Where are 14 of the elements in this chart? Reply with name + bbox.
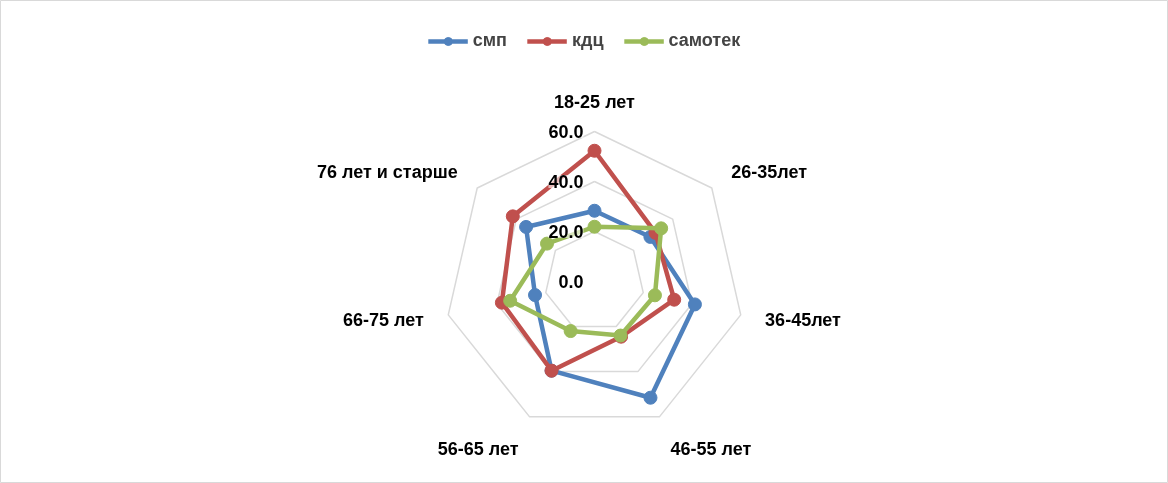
legend-label: смп bbox=[472, 30, 507, 51]
y-tick-label: 60.0 bbox=[548, 122, 584, 142]
y-tick-label: 20.0 bbox=[548, 222, 584, 242]
spoke-label: 18-25 лет bbox=[554, 91, 636, 112]
y-tick-label: 40.0 bbox=[548, 172, 584, 192]
spoke-label: 46-55 лет bbox=[670, 439, 752, 460]
legend-label: кдц bbox=[572, 30, 604, 51]
spoke-label: 76 лет и старше bbox=[316, 162, 458, 183]
y-tick-label: 0.0 bbox=[558, 272, 584, 292]
legend-label: самотек bbox=[668, 30, 741, 51]
spoke-label: 36-45лет bbox=[765, 310, 842, 331]
spoke-label: 56-65 лет bbox=[437, 439, 519, 460]
spoke-label: 66-75 лет bbox=[343, 310, 425, 331]
spoke-label: 26-35лет bbox=[731, 162, 808, 183]
